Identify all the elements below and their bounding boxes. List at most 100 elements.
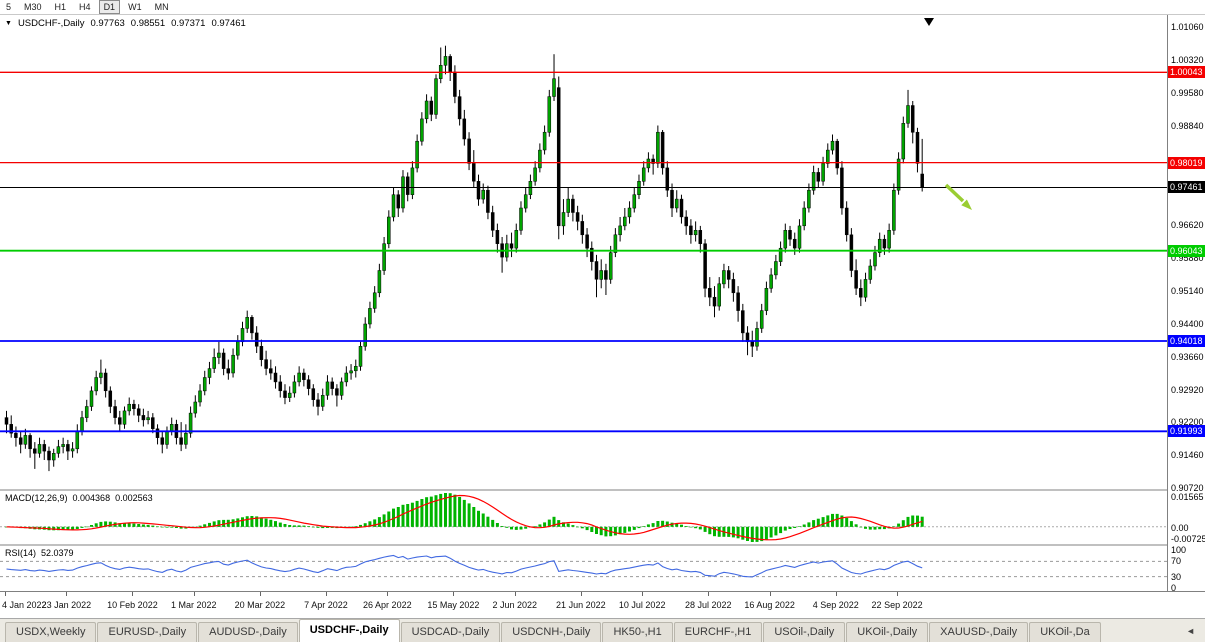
price-tick: 0.91460 [1171, 450, 1204, 461]
ohlc-open: 0.97763 [90, 18, 125, 29]
level-price-label: 0.98019 [1168, 156, 1205, 169]
macd-histogram [5, 493, 924, 542]
timeframe-button-m30[interactable]: M30 [24, 2, 42, 12]
date-label: 20 Mar 2022 [234, 600, 286, 610]
price-tick: 0.92920 [1171, 384, 1204, 395]
timeframe-button-h4[interactable]: H4 [79, 2, 91, 12]
rsi-axis-tick: 30 [1171, 571, 1182, 582]
top-triangle-marker-icon [924, 18, 934, 26]
rsi-axis-tick: 100 [1171, 545, 1187, 555]
time-tick [642, 592, 644, 596]
time-tick [897, 592, 899, 596]
time-tick [5, 592, 6, 596]
macd-signal-value: 0.002563 [115, 493, 153, 503]
timeframe-button-5[interactable]: 5 [6, 2, 12, 12]
level-price-label: 0.94018 [1168, 335, 1205, 347]
horizontal-level-lines [0, 71, 1167, 433]
chart-header: ▼ USDCHF-,Daily 0.97763 0.98551 0.97371 … [5, 18, 246, 29]
price-tick: 0.90720 [1171, 483, 1204, 494]
level-price-label: 0.91993 [1168, 425, 1205, 438]
price-tick: 1.00320 [1171, 54, 1204, 65]
ohlc-close: 0.97461 [211, 18, 246, 29]
macd-name: MACD(12,26,9) [5, 493, 68, 503]
timeframe-button-d1[interactable]: D1 [98, 0, 121, 14]
time-tick [514, 592, 516, 596]
price-tick: 0.94400 [1171, 318, 1204, 329]
price-tick: 1.01060 [1171, 22, 1204, 32]
date-label: 23 Jan 2022 [41, 600, 92, 610]
price-tick: 0.96620 [1171, 219, 1204, 230]
chart-tab-xauusd-daily[interactable]: XAUUSD-,Daily [929, 622, 1029, 642]
chart-tab-hk50-h1[interactable]: HK50-,H1 [602, 622, 673, 642]
macd-axis-min: -0.00725 [1171, 534, 1205, 544]
price-tick: 0.98840 [1171, 120, 1204, 131]
chart-tab-usoil-daily[interactable]: USOil-,Daily [763, 622, 846, 642]
macd-signal-line [6, 494, 923, 541]
date-label: 4 Jan 2022 [2, 600, 47, 610]
ohlc-low: 0.97371 [171, 18, 206, 29]
date-label: 21 Jun 2022 [556, 600, 606, 610]
chart-tab-bar: USDX,Weekly EURUSD-,Daily AUDUSD-,Daily USD… [0, 618, 1205, 642]
date-label: 15 May 2022 [427, 600, 480, 610]
timeframe-button-mn[interactable]: MN [154, 2, 169, 12]
tab-scroll-left-icon[interactable]: ◄ [1186, 625, 1195, 636]
date-label: 1 Mar 2022 [171, 600, 217, 610]
time-tick [387, 592, 389, 596]
time-tick [835, 592, 837, 596]
timeframe-button-w1[interactable]: W1 [128, 2, 142, 12]
candlestick-series [4, 45, 924, 472]
chart-tab-ukoil-daily[interactable]: UKOil-,Daily [846, 622, 929, 642]
date-label: 10 Jul 2022 [618, 600, 666, 610]
macd-axis-zero: 0.00 [1171, 522, 1189, 533]
time-tick [193, 592, 195, 596]
chart-tab-eurchf-h1[interactable]: EURCHF-,H1 [673, 622, 763, 642]
chart-menu-icon: ▼ [5, 20, 12, 27]
date-label: 7 Apr 2022 [304, 600, 348, 610]
price-axis[interactable]: 1.01060 1.00320 0.99580 0.98840 0.96620 0.958… [1167, 15, 1205, 593]
macd-label: MACD(12,26,9) 0.004368 0.002563 [5, 493, 153, 503]
ohlc-high: 0.98551 [130, 18, 166, 29]
time-tick [132, 592, 134, 596]
sell-arrow-icon [944, 183, 972, 210]
level-price-label: 0.96043 [1168, 244, 1205, 257]
chart-tab-eurusd-daily[interactable]: EURUSD-,Daily [97, 622, 198, 642]
level-price-label: 1.00043 [1168, 66, 1205, 79]
time-tick [259, 592, 261, 596]
price-tick: 0.93660 [1171, 351, 1204, 362]
chart-tab-usdcad-daily[interactable]: USDCAD-,Daily [400, 622, 501, 642]
symbol-label: USDCHF-,Daily [17, 18, 85, 29]
rsi-value: 52.0379 [41, 548, 74, 558]
macd-axis-max: 0.01565 [1171, 492, 1204, 502]
chart-tab-usdx-weekly[interactable]: USDX,Weekly [5, 622, 97, 642]
price-tick: 0.92200 [1171, 417, 1204, 428]
rsi-axis-tick: 0 [1171, 583, 1177, 593]
timeframe-button-h1[interactable]: H1 [54, 2, 67, 12]
rsi-label: RSI(14) 52.0379 [5, 548, 74, 558]
time-tick [580, 592, 582, 596]
chart-canvas[interactable] [0, 15, 1167, 591]
date-label: 22 Sep 2022 [871, 600, 923, 610]
time-tick [66, 592, 68, 596]
date-label: 2 Jun 2022 [492, 600, 538, 610]
chart-tab-usdchf-daily[interactable]: USDCHF-,Daily [298, 619, 400, 642]
time-tick [453, 592, 455, 596]
time-tick [708, 592, 710, 596]
timeframe-toolbar: 5 M30 H1 H4 D1 W1 MN [0, 0, 1205, 15]
time-tick [769, 592, 771, 596]
time-axis[interactable]: 4 Jan 2022 23 Jan 2022 10 Feb 2022 1 Mar 20… [0, 591, 1205, 618]
price-tick: 0.95140 [1171, 285, 1204, 296]
chart-tab-usdcnh-daily[interactable]: USDCNH-,Daily [501, 622, 602, 642]
date-label: 10 Feb 2022 [107, 600, 158, 610]
price-tick: 0.95880 [1171, 252, 1204, 263]
rsi-name: RSI(14) [5, 548, 37, 558]
date-label: 16 Aug 2022 [744, 600, 795, 610]
rsi-line [6, 554, 923, 578]
rsi-axis-tick: 70 [1171, 556, 1182, 567]
date-label: 4 Sep 2022 [812, 600, 859, 610]
date-label: 26 Apr 2022 [363, 600, 412, 610]
price-tick: 0.99580 [1171, 87, 1204, 98]
chart-tab-ukoil-da[interactable]: UKOil-,Da [1029, 622, 1101, 642]
chart-tab-audusd-daily[interactable]: AUDUSD-,Daily [198, 622, 298, 642]
macd-main-value: 0.004368 [72, 493, 111, 503]
date-label: 28 Jul 2022 [684, 600, 732, 610]
